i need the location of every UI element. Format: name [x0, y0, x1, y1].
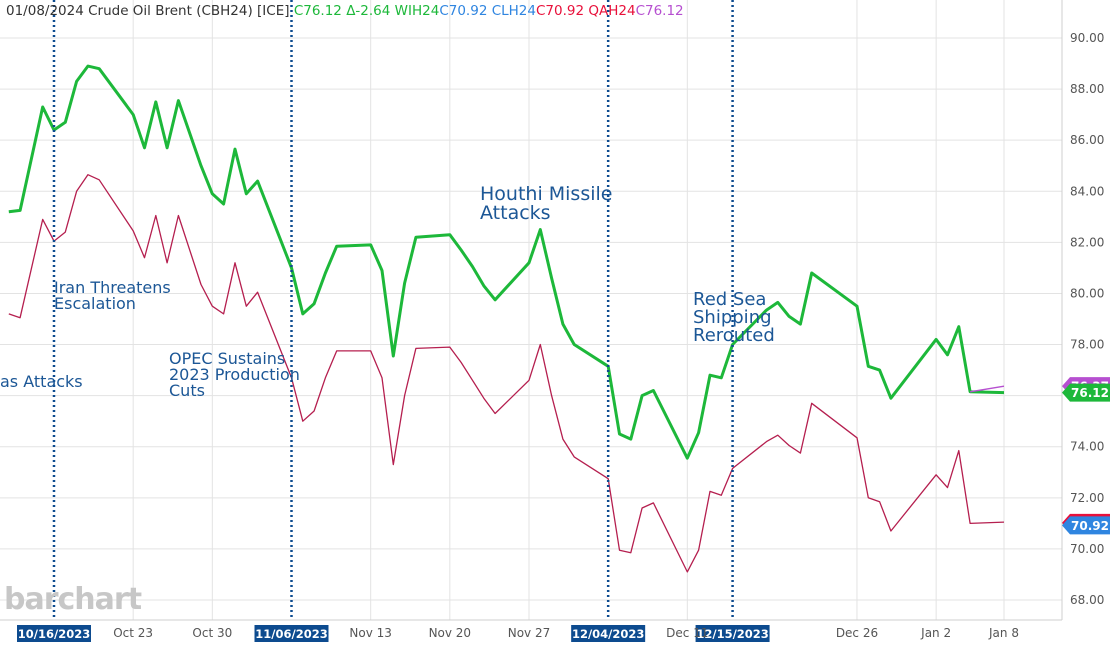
x-tick-label: Oct 23 — [113, 626, 153, 640]
series-layer — [8, 64, 1005, 573]
series-line-qah24 — [969, 385, 1005, 393]
annotation-red-sea: Red Sea Shipping Rerouted — [693, 289, 775, 346]
header-qa-close: C76.12 — [635, 3, 684, 19]
badge-cbh24 — [1062, 383, 1110, 402]
chart-grid — [0, 0, 1062, 620]
header-instrument: Crude Oil Brent (CBH24) [ICE] — [88, 3, 290, 19]
y-tick-label: 90.00 — [1070, 31, 1104, 45]
event-date-label: 12/15/2023 — [696, 627, 768, 641]
badge-clh24 — [1062, 516, 1110, 535]
annotation-houthi: Houthi Missile Attacks — [480, 183, 613, 224]
x-tick-label: Dec 26 — [836, 626, 878, 640]
x-tick-label: Nov 13 — [349, 626, 392, 640]
annotation-opec: OPEC Sustains 2023 Production Cuts — [169, 349, 300, 400]
y-tick-label: 68.00 — [1070, 593, 1104, 607]
event-date-label: 11/06/2023 — [255, 627, 327, 641]
y-tick-label: 84.00 — [1070, 184, 1104, 198]
series-line-cbh24 — [8, 64, 1005, 460]
y-tick-label: 88.00 — [1070, 82, 1104, 96]
header-wi-close: C70.92 — [439, 3, 488, 19]
y-tick-label: 82.00 — [1070, 235, 1104, 249]
series-line-wih24 — [8, 174, 1005, 573]
header-date: 01/08/2024 — [6, 3, 84, 19]
y-tick-label: 80.00 — [1070, 286, 1104, 300]
y-tick-label: 78.00 — [1070, 338, 1104, 352]
event-date-box — [695, 625, 770, 642]
badge-value-cbh24: 76.12 — [1071, 386, 1109, 400]
y-tick-label: 86.00 — [1070, 133, 1104, 147]
header-main-close: C76.12 — [293, 3, 342, 19]
x-tick-label: Dec 11 — [666, 626, 708, 640]
x-tick-label: Oct 30 — [192, 626, 232, 640]
header-cl-label: CLH24 — [491, 3, 536, 19]
event-date-box — [571, 625, 646, 642]
last-value-badges: 76.3776.1271.0270.92 — [1062, 377, 1110, 535]
event-date-label: 12/04/2023 — [572, 627, 644, 641]
barchart-watermark: barchart — [4, 582, 142, 617]
header-cl-close: C70.92 — [535, 3, 585, 19]
event-date-box — [17, 625, 91, 642]
x-tick-label: Nov 20 — [429, 626, 472, 640]
chart-header: 01/08/2024 Crude Oil Brent (CBH24) [ICE]… — [6, 3, 684, 19]
annotation-iran: Iran Threatens Escalation — [54, 278, 171, 313]
y-tick-label: 74.00 — [1070, 440, 1104, 454]
x-axis: Oct 23 Oct 30 Nov 13 Nov 20 Nov 27 Dec 11 Dec … — [0, 619, 1062, 640]
x-tick-label: Nov 27 — [508, 626, 551, 640]
badge-value-clh24: 70.92 — [1071, 519, 1109, 533]
event-date-box — [254, 625, 329, 642]
event-date-label: 10/16/2023 — [18, 627, 90, 641]
header-main-change: Δ-2.64 — [346, 3, 391, 19]
header-wi-label: WIH24 — [394, 3, 440, 19]
y-tick-label: 72.00 — [1070, 491, 1104, 505]
event-lines: 10/16/2023 11/06/2023 12/04/2023 12/15/2023 — [17, 0, 770, 642]
y-tick-label: 70.00 — [1070, 542, 1104, 556]
x-tick-label: Jan 2 — [920, 626, 951, 640]
annotation-attacks: as Attacks — [0, 372, 83, 391]
header-qa-label: QAH24 — [588, 3, 636, 19]
x-tick-label: Jan 8 — [988, 626, 1019, 640]
